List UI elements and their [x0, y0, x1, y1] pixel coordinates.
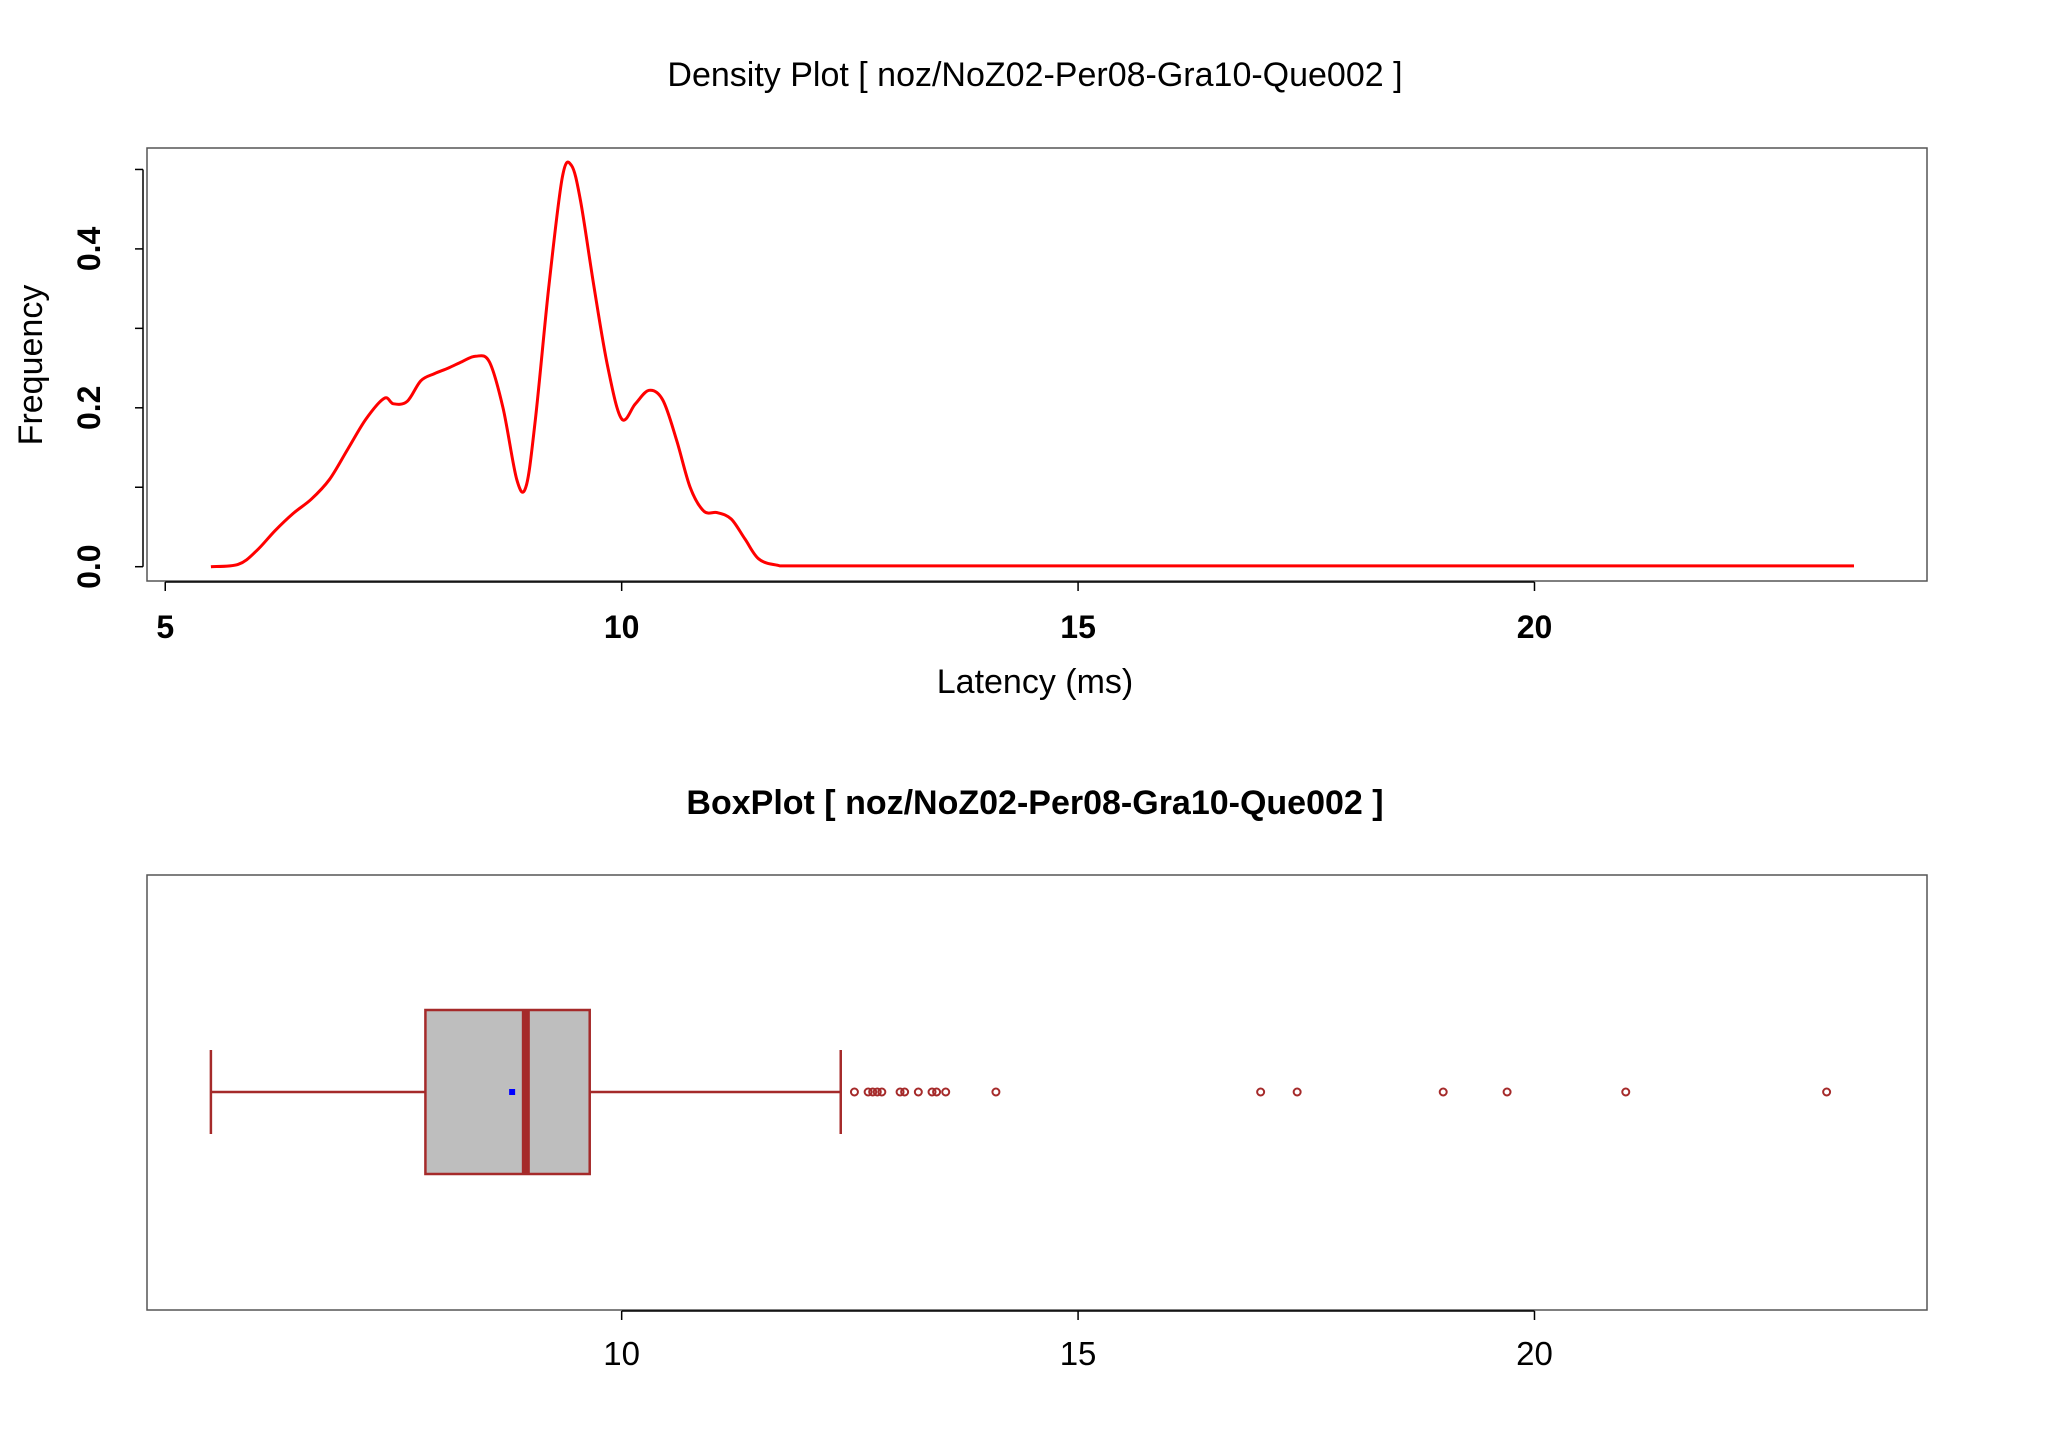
density-x-tick-label: 5	[156, 609, 174, 645]
box-plot-panel: BoxPlot [ noz/NoZ02-Per08-Gra10-Que002 ]…	[146, 784, 1928, 1372]
outlier-point	[927, 1087, 937, 1097]
outlier-point	[913, 1087, 923, 1097]
density-plot-title: Density Plot [ noz/NoZ02-Per08-Gra10-Que…	[667, 56, 1402, 94]
outlier-point	[1438, 1087, 1448, 1097]
outlier-point	[895, 1087, 905, 1097]
outlier-point	[849, 1087, 859, 1097]
box-marks	[209, 1008, 1832, 1176]
box-plot-frame	[146, 874, 1928, 1311]
box-x-axis: 10 15 20	[603, 1310, 1553, 1372]
density-y-tick-label: 0.4	[71, 226, 107, 271]
box-plot-title: BoxPlot [ noz/NoZ02-Per08-Gra10-Que002 ]	[686, 784, 1383, 822]
outlier-point	[1502, 1087, 1512, 1097]
outlier-point	[900, 1087, 910, 1097]
density-x-axis-label: Latency (ms)	[937, 663, 1134, 701]
outlier-point	[941, 1087, 951, 1097]
outlier-point	[868, 1087, 878, 1097]
outlier-point	[1292, 1087, 1302, 1097]
density-y-axis-label: Frequency	[12, 285, 50, 446]
box-x-tick-label: 20	[1516, 1335, 1553, 1372]
density-x-tick-label: 20	[1517, 609, 1553, 645]
outlier-point	[872, 1087, 882, 1097]
density-plot-frame	[146, 147, 1928, 582]
box-x-tick-label: 15	[1060, 1335, 1097, 1372]
density-y-tick-label: 0.0	[71, 544, 107, 588]
outlier-point	[863, 1087, 873, 1097]
density-x-axis: 5 10 15 20	[156, 581, 1553, 645]
outlier-point	[1256, 1087, 1266, 1097]
density-curve	[210, 160, 1854, 569]
interquartile-box	[424, 1008, 591, 1176]
density-x-tick-label: 10	[604, 609, 640, 645]
density-x-tick-label: 15	[1060, 609, 1096, 645]
outlier-point	[877, 1087, 887, 1097]
outlier-point	[1822, 1087, 1832, 1097]
density-plot-panel: Density Plot [ noz/NoZ02-Per08-Gra10-Que…	[12, 56, 1928, 701]
density-series	[210, 160, 1854, 569]
box-x-tick-label: 10	[603, 1335, 640, 1372]
density-y-axis: 0.0 0.2 0.4	[71, 168, 144, 589]
mean-marker	[509, 1089, 516, 1095]
density-y-tick-label: 0.2	[71, 386, 107, 430]
outlier-point	[991, 1087, 1001, 1097]
outlier-point	[932, 1087, 942, 1097]
outlier-point	[1621, 1087, 1631, 1097]
